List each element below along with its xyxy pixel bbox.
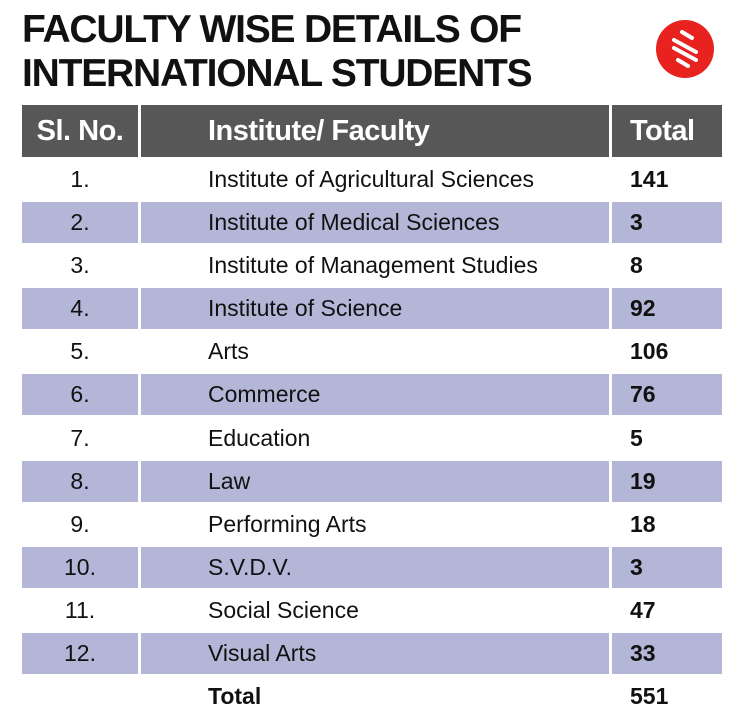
- logo: [656, 20, 714, 78]
- sl-no: 6.: [22, 374, 138, 415]
- header-cell: Institute/ Faculty: [141, 105, 609, 157]
- sl-no: 4.: [22, 288, 138, 329]
- total: 19: [612, 461, 722, 502]
- faculty: Education: [208, 425, 311, 451]
- faculty: Institute of Science: [141, 288, 609, 329]
- total: 18: [630, 511, 656, 537]
- grand-total: 551: [630, 682, 669, 709]
- faculty: Law: [141, 461, 609, 502]
- header-cell: Total: [612, 105, 722, 157]
- total: 106: [630, 338, 669, 364]
- faculty: Institute of Medical Sciences: [141, 202, 609, 243]
- header-cell: Sl. No.: [22, 105, 138, 157]
- sl-no: 9.: [70, 511, 90, 537]
- sl-no: 10.: [22, 547, 138, 588]
- faculty: Commerce: [141, 374, 609, 415]
- sl-no: 1.: [70, 166, 90, 192]
- faculty: Visual Arts: [141, 633, 609, 674]
- sl-no: 2.: [22, 202, 138, 243]
- sl-no: 12.: [22, 633, 138, 674]
- faculty: Arts: [208, 338, 249, 364]
- total: 141: [630, 166, 669, 192]
- total-label: Total: [208, 682, 262, 709]
- sl-no: 7.: [70, 425, 90, 451]
- title-line: INTERNATIONAL STUDENTS: [22, 52, 533, 95]
- total: 47: [630, 597, 656, 623]
- total: 5: [630, 425, 643, 451]
- sl-no: 8.: [22, 461, 138, 502]
- sl-no: 3.: [70, 252, 90, 278]
- faculty: S.V.D.V.: [141, 547, 609, 588]
- total: 8: [630, 252, 643, 278]
- faculty: Institute of Agricultural Sciences: [208, 166, 534, 192]
- total: 3: [612, 547, 722, 588]
- title-line: FACULTY WISE DETAILS OF: [22, 8, 522, 51]
- faculty: Institute of Management Studies: [208, 252, 538, 278]
- total: 33: [612, 633, 722, 674]
- faculty: Performing Arts: [208, 511, 367, 537]
- sl-no: 5.: [70, 338, 90, 364]
- total: 76: [612, 374, 722, 415]
- sl-no: 11.: [64, 597, 96, 623]
- total: 3: [612, 202, 722, 243]
- faculty: Social Science: [208, 597, 359, 623]
- total: 92: [612, 288, 722, 329]
